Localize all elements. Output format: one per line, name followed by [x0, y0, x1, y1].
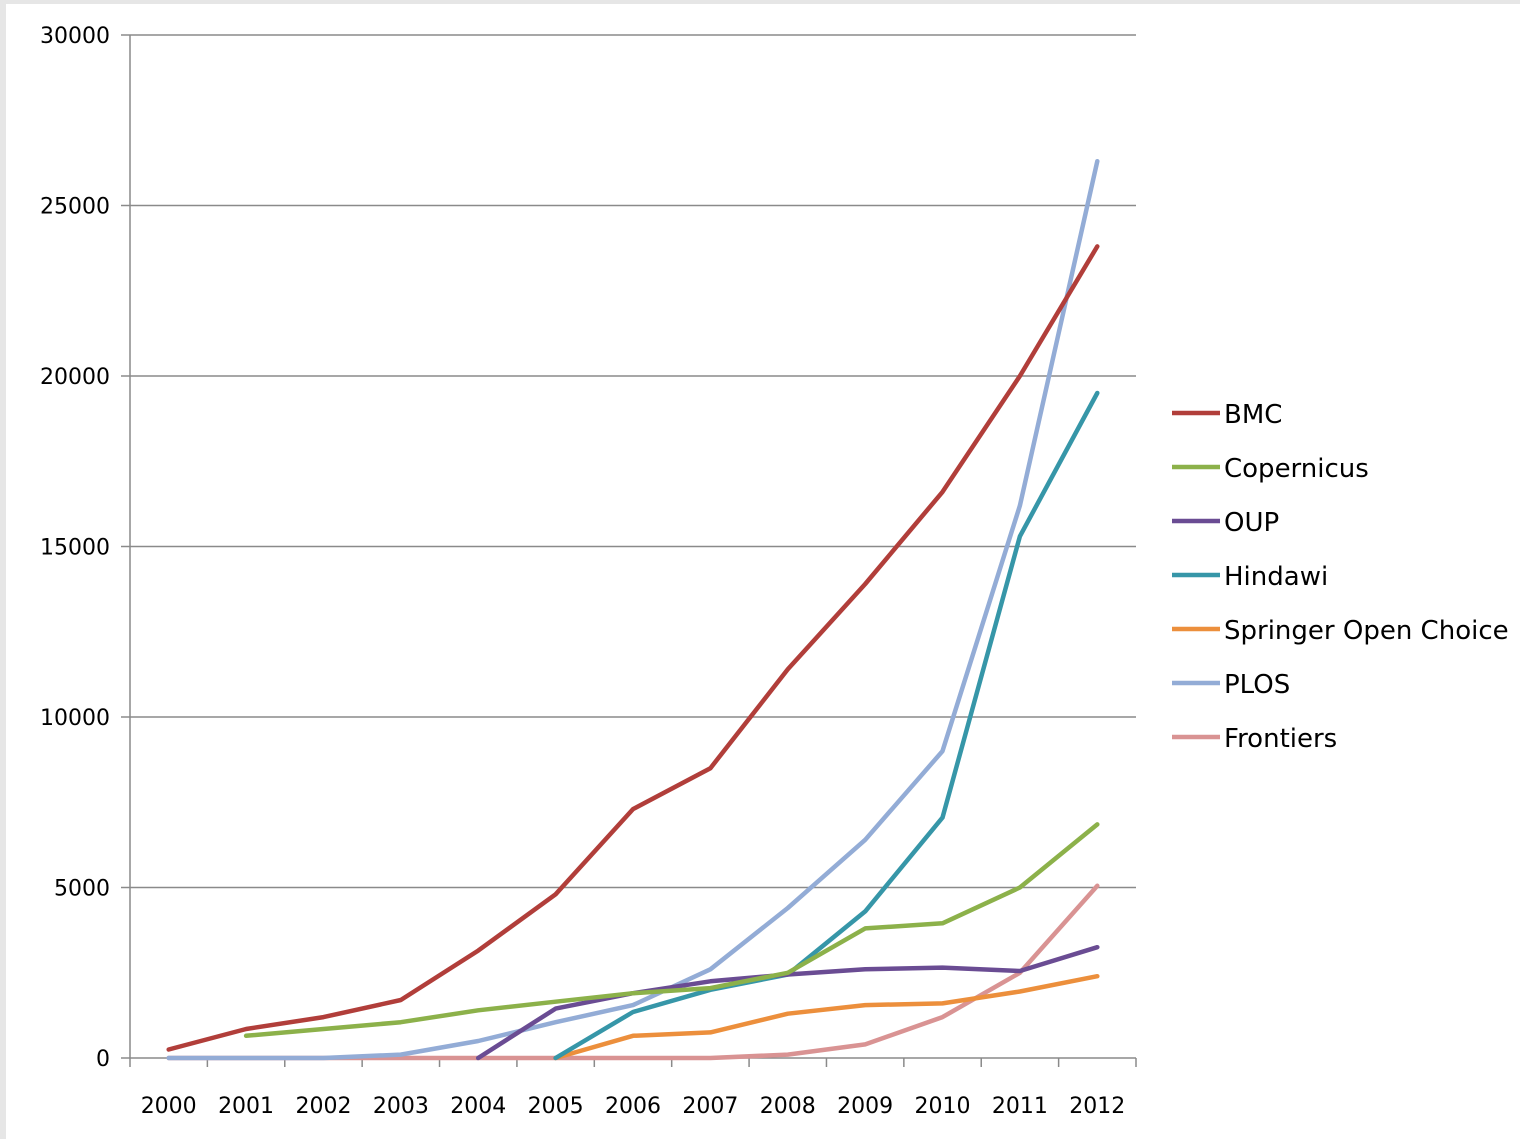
y-tick-label: 30000 [40, 24, 110, 49]
gridlines [130, 34, 1136, 889]
x-tick-label: 2004 [450, 1094, 506, 1119]
x-tick-label: 2007 [682, 1094, 738, 1119]
y-tick-label: 15000 [40, 536, 110, 561]
series-line-copernicus [243, 822, 1100, 1039]
axes: 0 5000 10000 15000 20000 25000 30000 2000 2001 20… [40, 24, 1137, 1119]
legend-label-frontiers: Frontiers [1224, 724, 1337, 754]
series-line-oup [475, 944, 1100, 1061]
legend: BMC Copernicus OUP Hindawi Springer Open Cho… [1172, 400, 1509, 754]
x-tick-label: 2003 [373, 1094, 429, 1119]
legend-label-oup: OUP [1224, 508, 1279, 538]
x-tick-label: 2008 [760, 1094, 816, 1119]
y-tick-label: 25000 [40, 195, 110, 220]
chart-frame: 0 5000 10000 15000 20000 25000 30000 2000 2001 20… [6, 4, 1520, 1139]
y-tick-label: 10000 [40, 706, 110, 731]
y-tick-label: 0 [96, 1047, 110, 1072]
series-lines [166, 158, 1100, 1061]
series-line-springer-open-choice [553, 973, 1100, 1061]
legend-label-copernicus: Copernicus [1224, 454, 1369, 484]
y-tick-label: 5000 [54, 877, 110, 902]
line-chart: 0 5000 10000 15000 20000 25000 30000 2000 2001 20… [40, 24, 1509, 1119]
x-tick-label: 2010 [915, 1094, 971, 1119]
series-line-hindawi [553, 390, 1100, 1061]
x-tick-label: 2000 [141, 1094, 197, 1119]
x-tick-label: 2002 [295, 1094, 351, 1119]
series-line-bmc [166, 244, 1100, 1052]
x-tick-label: 2001 [218, 1094, 274, 1119]
legend-label-plos: PLOS [1224, 670, 1290, 700]
x-tick-label: 2009 [837, 1094, 893, 1119]
x-tick-label: 2005 [528, 1094, 584, 1119]
x-tick-label: 2011 [992, 1094, 1048, 1119]
legend-label-hindawi: Hindawi [1224, 562, 1328, 592]
legend-label-springer-open-choice: Springer Open Choice [1224, 616, 1509, 646]
legend-label-bmc: BMC [1224, 400, 1282, 430]
x-tick-label: 2006 [605, 1094, 661, 1119]
series-line-plos [166, 158, 1100, 1061]
y-tick-label: 20000 [40, 365, 110, 390]
x-tick-label: 2012 [1069, 1094, 1125, 1119]
